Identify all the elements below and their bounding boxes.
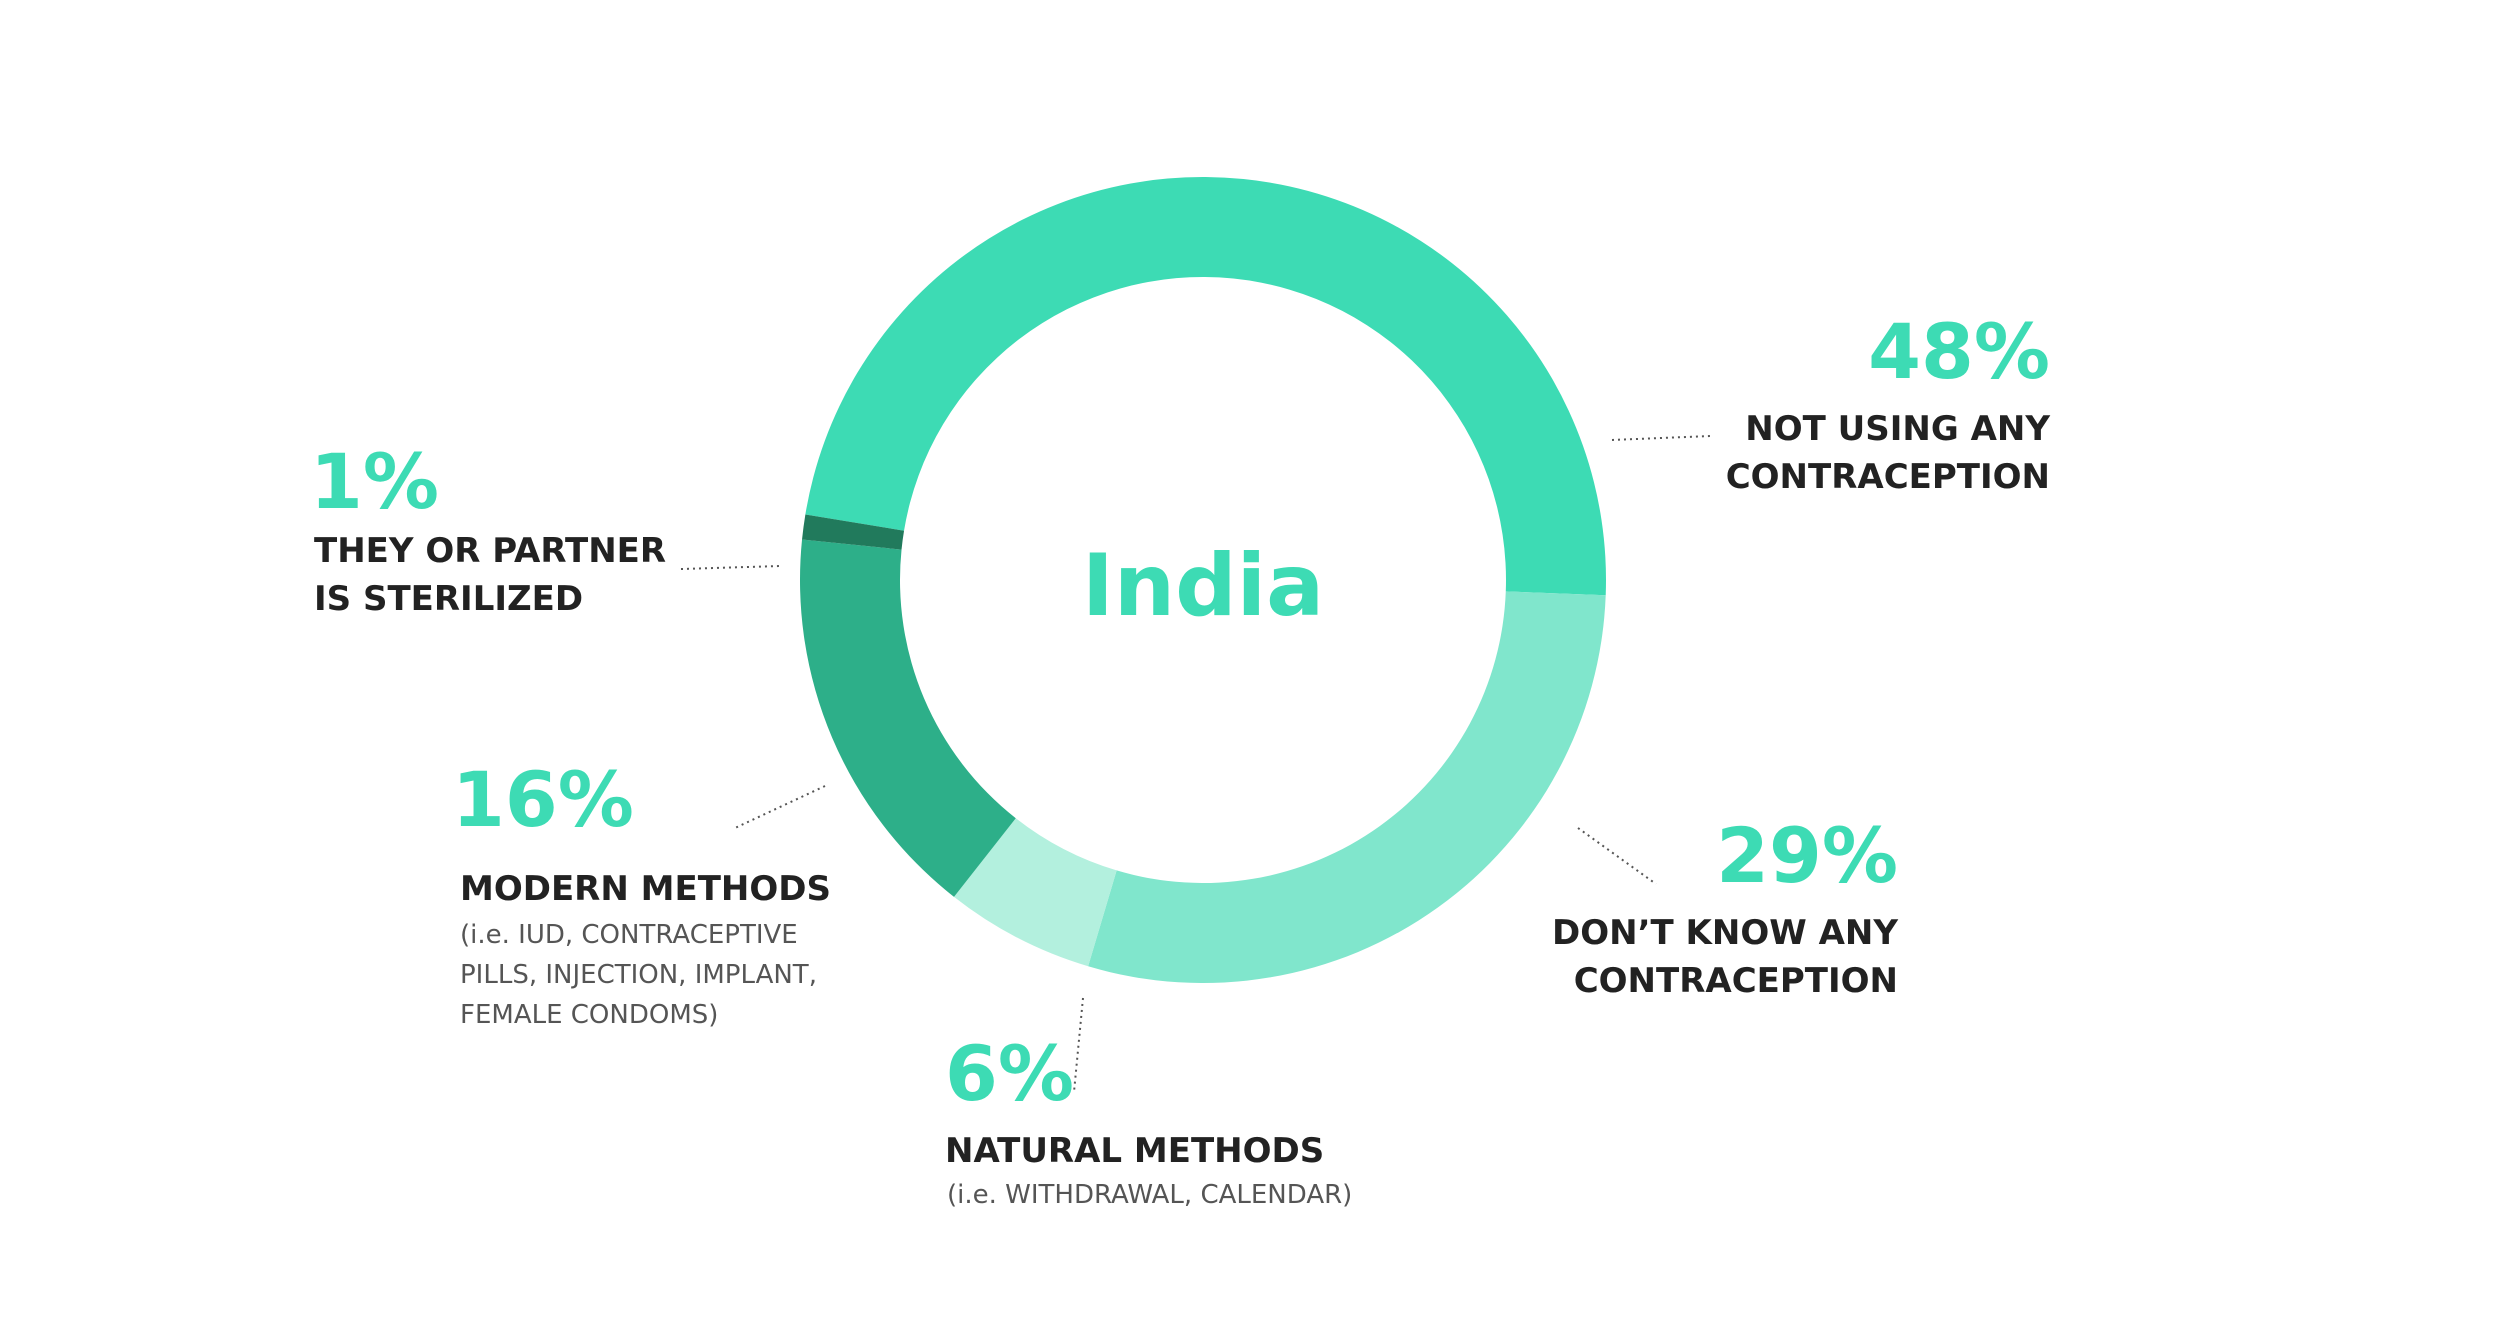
pct-natural: 6%: [945, 1029, 1074, 1118]
label-natural-line1: NATURAL METHODS: [945, 1131, 1324, 1171]
leader-line-sterilized: [680, 565, 781, 570]
label-natural-sub1: (i.e. WITHDRAWAL, CALENDAR): [947, 1180, 1352, 1210]
label-modern-sub2: PILLS, INJECTION, IMPLANT,: [460, 960, 817, 990]
pct-dont-know: 29%: [1716, 811, 1898, 900]
pct-sterilized: 1%: [310, 437, 439, 526]
donut-slice-1: [1088, 591, 1606, 983]
donut-slice-2: [954, 818, 1117, 967]
donut-slice-0: [805, 176, 1606, 596]
label-dont-know-line2: CONTRACEPTION: [1574, 961, 1898, 1001]
label-modern-sub1: (i.e. IUD, CONTRACEPTIVE: [460, 920, 798, 950]
leader-line-natural: [1073, 997, 1084, 1093]
label-sterilized-line2: IS STERILIZED: [314, 579, 583, 619]
label-modern-line1: MODERN METHODS: [460, 869, 831, 909]
label-not-using-line1: NOT USING ANY: [1745, 409, 2050, 449]
annotation-natural: 6% NATURAL METHODS (i.e. WITHDRAWAL, CAL…: [945, 1029, 1352, 1210]
label-dont-know-line1: DON’T KNOW ANY: [1552, 913, 1898, 953]
donut-slices: [800, 176, 1606, 983]
donut-slice-4: [802, 514, 905, 550]
leader-line-modern: [734, 785, 826, 829]
leader-line-dont-know: [1577, 827, 1657, 885]
chart-title: India: [1082, 536, 1324, 636]
annotation-modern: 16% MODERN METHODS (i.e. IUD, CONTRACEPT…: [452, 755, 831, 1030]
pct-not-using: 48%: [1868, 307, 2050, 396]
leader-line-not-using: [1611, 435, 1711, 441]
annotation-dont-know: 29% DON’T KNOW ANY CONTRACEPTION: [1552, 811, 1898, 1001]
label-modern-sub3: FEMALE CONDOMS): [460, 1000, 718, 1030]
label-not-using-line2: CONTRACEPTION: [1726, 457, 2050, 497]
annotation-not-using: 48% NOT USING ANY CONTRACEPTION: [1726, 307, 2051, 497]
label-sterilized-line1: THEY OR PARTNER: [314, 531, 666, 571]
donut-slice-3: [800, 539, 1016, 897]
pct-modern: 16%: [452, 755, 634, 844]
annotation-sterilized: 1% THEY OR PARTNER IS STERILIZED: [310, 437, 666, 619]
